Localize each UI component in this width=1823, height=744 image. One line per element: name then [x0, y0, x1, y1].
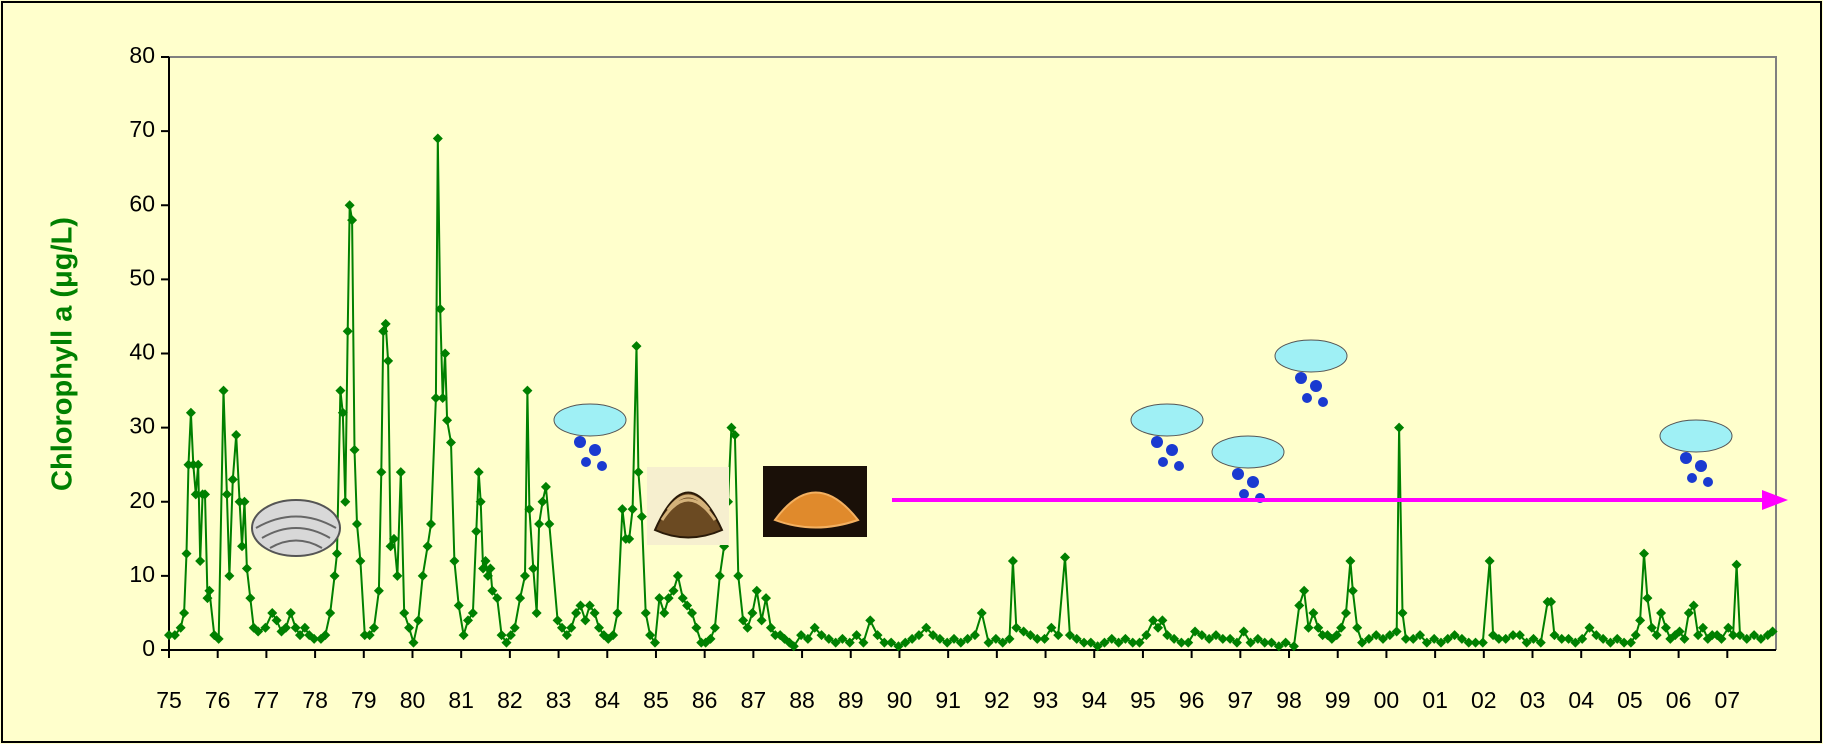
y-tick-label: 40	[129, 339, 155, 365]
x-tick-label: 02	[1471, 687, 1497, 713]
x-tick-label: 85	[643, 687, 669, 713]
x-tick-label: 84	[594, 687, 620, 713]
x-tick-label: 07	[1715, 687, 1741, 713]
x-tick-label: 76	[205, 687, 231, 713]
x-tick-label: 98	[1276, 687, 1302, 713]
x-tick-label: 93	[1033, 687, 1059, 713]
y-tick-label: 10	[129, 561, 155, 587]
x-tick-label: 06	[1666, 687, 1692, 713]
x-tick-label: 81	[448, 687, 474, 713]
clam-icon-gray	[252, 500, 340, 556]
chart-frame	[2, 2, 1821, 742]
y-tick-label: 80	[129, 42, 155, 68]
x-tick-label: 88	[789, 687, 815, 713]
x-tick-label: 86	[692, 687, 718, 713]
x-tick-label: 89	[838, 687, 864, 713]
x-tick-label: 03	[1520, 687, 1546, 713]
x-tick-label: 75	[156, 687, 182, 713]
page: {"chart_data": {"type": "line", "ylabel"…	[0, 0, 1823, 744]
x-tick-label: 79	[351, 687, 377, 713]
x-tick-label: 83	[546, 687, 572, 713]
x-tick-label: 05	[1617, 687, 1643, 713]
x-tick-label: 87	[741, 687, 767, 713]
y-axis-label: Chlorophyll a (μg/L)	[47, 217, 79, 491]
x-tick-label: 77	[254, 687, 280, 713]
y-tick-label: 50	[129, 264, 155, 290]
x-tick-label: 99	[1325, 687, 1351, 713]
y-tick-label: 60	[129, 190, 155, 216]
chart: 0102030405060708075767778798081828384858…	[0, 0, 1823, 744]
x-tick-label: 96	[1179, 687, 1205, 713]
y-tick-label: 0	[142, 635, 155, 661]
x-tick-label: 95	[1130, 687, 1156, 713]
x-tick-label: 91	[935, 687, 961, 713]
x-tick-label: 78	[302, 687, 328, 713]
x-tick-label: 82	[497, 687, 523, 713]
y-tick-label: 30	[129, 413, 155, 439]
x-tick-label: 97	[1228, 687, 1254, 713]
x-tick-label: 00	[1374, 687, 1400, 713]
x-tick-label: 94	[1081, 687, 1107, 713]
clam-icon-brown	[647, 467, 729, 545]
x-tick-label: 80	[400, 687, 426, 713]
clam-icon-orange	[763, 466, 867, 537]
y-tick-label: 70	[129, 116, 155, 142]
x-tick-label: 92	[984, 687, 1010, 713]
x-tick-label: 01	[1422, 687, 1448, 713]
y-tick-label: 20	[129, 487, 155, 513]
x-tick-label: 90	[887, 687, 913, 713]
x-tick-label: 04	[1568, 687, 1594, 713]
